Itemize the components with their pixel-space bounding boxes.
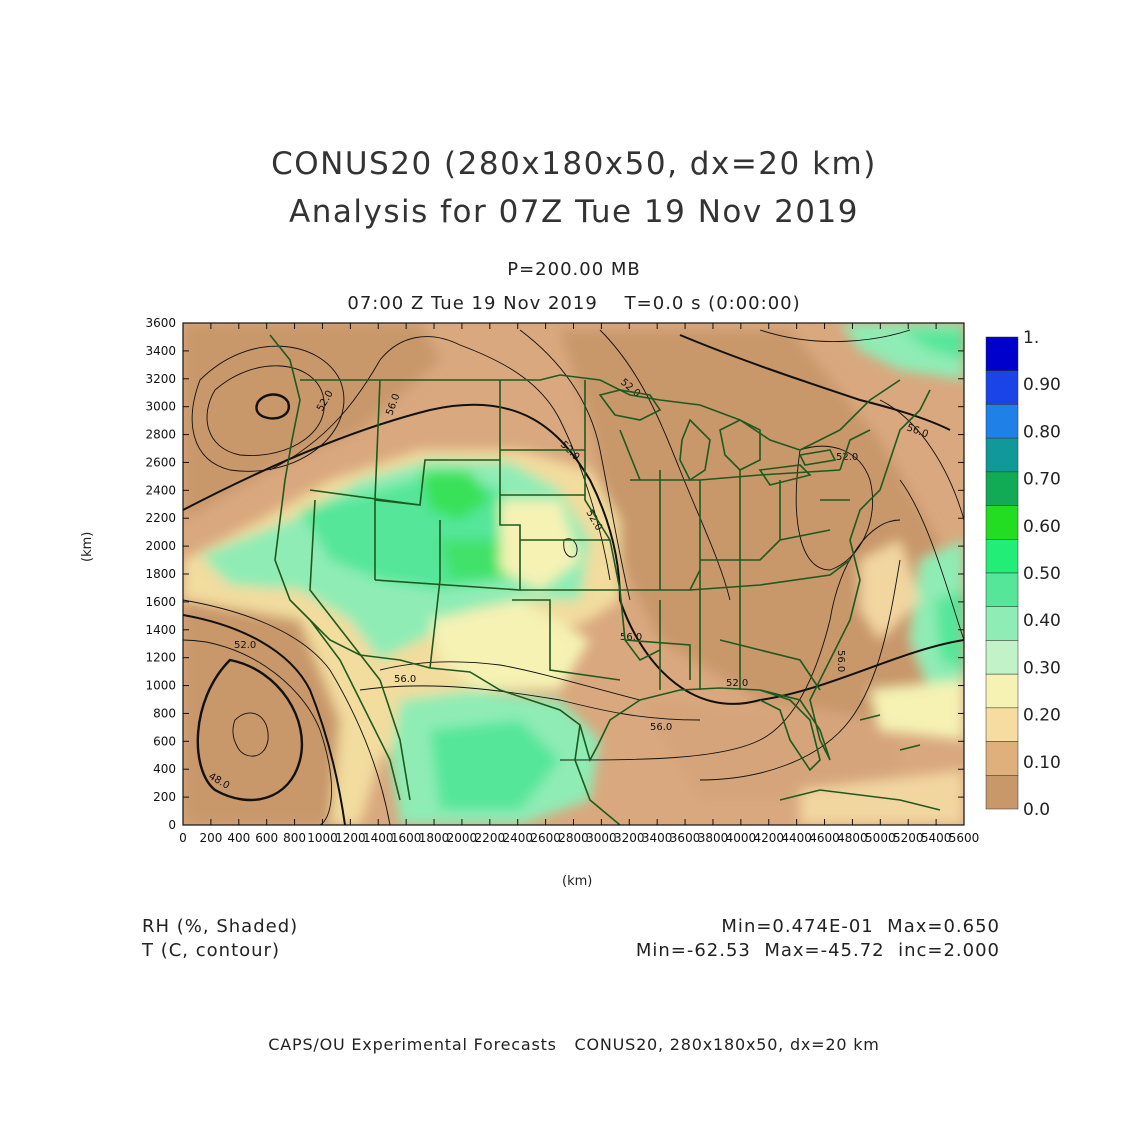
state-boundaries <box>269 334 941 825</box>
x-tick-label: 3400 <box>642 831 673 845</box>
x-tick-label: 1200 <box>335 831 366 845</box>
x-tick-label: 3600 <box>670 831 701 845</box>
x-axis-label: (km) <box>562 874 593 889</box>
x-tick-label: 4200 <box>753 831 784 845</box>
colorbar-label: 0.20 <box>1023 706 1061 726</box>
x-tick-label: 5600 <box>949 831 980 845</box>
shaded-field-stats: Min=0.474E-01 Max=0.650 <box>721 916 1000 937</box>
colorbar-swatch <box>985 370 1019 405</box>
colorbar-swatch <box>985 673 1019 709</box>
contour-label: 56.0 <box>650 722 672 733</box>
y-tick-label: 3600 <box>145 316 176 330</box>
x-tick-label: 2600 <box>530 831 561 845</box>
x-tick-label: 3800 <box>698 831 729 845</box>
chart-title-line1: CONUS20 (280x180x50, dx=20 km) <box>271 146 877 182</box>
y-tick-label: 1600 <box>145 595 176 609</box>
colorbar-label: 0.10 <box>1023 753 1061 773</box>
rh-shaded-field <box>183 323 964 825</box>
y-tick-label: 200 <box>153 790 176 804</box>
x-tick-label: 1800 <box>419 831 450 845</box>
colorbar-swatch <box>985 606 1019 641</box>
y-tick-label: 2000 <box>145 539 176 553</box>
x-tick-label: 800 <box>283 831 306 845</box>
y-tick-label: 600 <box>153 734 176 748</box>
y-tick-label: 3400 <box>145 344 176 358</box>
colorbar-swatch <box>985 336 1019 371</box>
shaded-field-label: RH (%, Shaded) <box>142 916 299 937</box>
x-tick-label: 1000 <box>307 831 338 845</box>
colorbar: 1. 0.90 0.80 0.70 0.60 0.50 0.40 0.30 0.20 0.10 0.… <box>985 328 1061 820</box>
colorbar-swatch <box>985 707 1019 742</box>
x-tick-label: 5400 <box>921 831 952 845</box>
colorbar-swatch <box>985 404 1019 439</box>
contour-field-stats: Min=-62.53 Max=-45.72 inc=2.000 <box>635 940 1000 961</box>
x-tick-label: 200 <box>199 831 222 845</box>
colorbar-swatch <box>985 471 1019 506</box>
x-tick-label: 400 <box>227 831 250 845</box>
colorbar-label: 0.70 <box>1023 470 1061 490</box>
x-tick-label: 5200 <box>893 831 924 845</box>
y-tick-label: 2800 <box>145 428 176 442</box>
x-tick-label: 4600 <box>809 831 840 845</box>
x-tick-label: 4000 <box>726 831 757 845</box>
colorbar-swatch <box>985 437 1019 473</box>
y-tick-label: 400 <box>153 762 176 776</box>
colorbar-swatch <box>985 572 1019 607</box>
y-tick-label: 800 <box>153 706 176 720</box>
colorbar-label: 0.30 <box>1023 658 1061 678</box>
contour-label: 56.0 <box>620 632 642 643</box>
y-axis: 0 200 400 600 800 1000 1200 1400 1600 1800 2000 220… <box>145 316 964 832</box>
x-tick-label: 2200 <box>475 831 506 845</box>
colorbar-swatch <box>985 640 1019 675</box>
contour-label: 52.0 <box>234 640 256 651</box>
colorbar-swatch <box>985 741 1019 776</box>
y-tick-label: 3000 <box>145 400 176 414</box>
colorbar-label: 1. <box>1023 328 1039 348</box>
y-tick-label: 1800 <box>145 567 176 581</box>
y-tick-label: 1000 <box>145 679 176 693</box>
x-tick-label: 600 <box>255 831 278 845</box>
contour-label: 56.0 <box>835 650 846 672</box>
colorbar-label: 0.80 <box>1023 422 1061 442</box>
x-tick-label: 1600 <box>391 831 422 845</box>
y-tick-label: 2400 <box>145 483 176 497</box>
x-tick-label: 2400 <box>502 831 533 845</box>
x-axis: 0 200 400 600 800 100012001400160018002000220… <box>179 323 979 845</box>
colorbar-swatch <box>985 775 1019 810</box>
contour-label: 52.0 <box>836 452 858 463</box>
y-tick-label: 2200 <box>145 511 176 525</box>
contour-field-label: T (C, contour) <box>142 940 280 961</box>
pressure-level: P=200.00 MB <box>507 259 641 280</box>
chart-title-line2: Analysis for 07Z Tue 19 Nov 2019 <box>289 194 859 230</box>
x-tick-label: 3200 <box>614 831 645 845</box>
valid-time: 07:00 Z Tue 19 Nov 2019 T=0.0 s (0:00:00… <box>347 293 801 314</box>
x-tick-label: 1400 <box>363 831 394 845</box>
contour-label: 52.0 <box>726 678 748 689</box>
y-tick-label: 1400 <box>145 623 176 637</box>
x-tick-label: 2800 <box>558 831 589 845</box>
y-tick-label: 1200 <box>145 651 176 665</box>
y-axis-label: (km) <box>80 531 95 562</box>
y-tick-label: 2600 <box>145 455 176 469</box>
footer-credit: CAPS/OU Experimental Forecasts CONUS20, … <box>268 1035 880 1054</box>
x-tick-label: 4800 <box>837 831 868 845</box>
colorbar-label: 0.40 <box>1023 611 1061 631</box>
y-tick-label: 0 <box>168 818 176 832</box>
contour-label: 56.0 <box>394 674 416 685</box>
x-tick-label: 2000 <box>447 831 478 845</box>
x-tick-label: 5000 <box>865 831 896 845</box>
colorbar-label: 0.0 <box>1023 800 1050 820</box>
colorbar-label: 0.90 <box>1023 375 1061 395</box>
x-tick-label: 0 <box>179 831 187 845</box>
colorbar-swatch <box>985 539 1019 574</box>
x-tick-label: 4400 <box>781 831 812 845</box>
colorbar-label: 0.60 <box>1023 517 1061 537</box>
y-tick-label: 3200 <box>145 372 176 386</box>
x-tick-label: 3000 <box>586 831 617 845</box>
colorbar-swatch <box>985 505 1019 540</box>
colorbar-label: 0.50 <box>1023 564 1061 584</box>
